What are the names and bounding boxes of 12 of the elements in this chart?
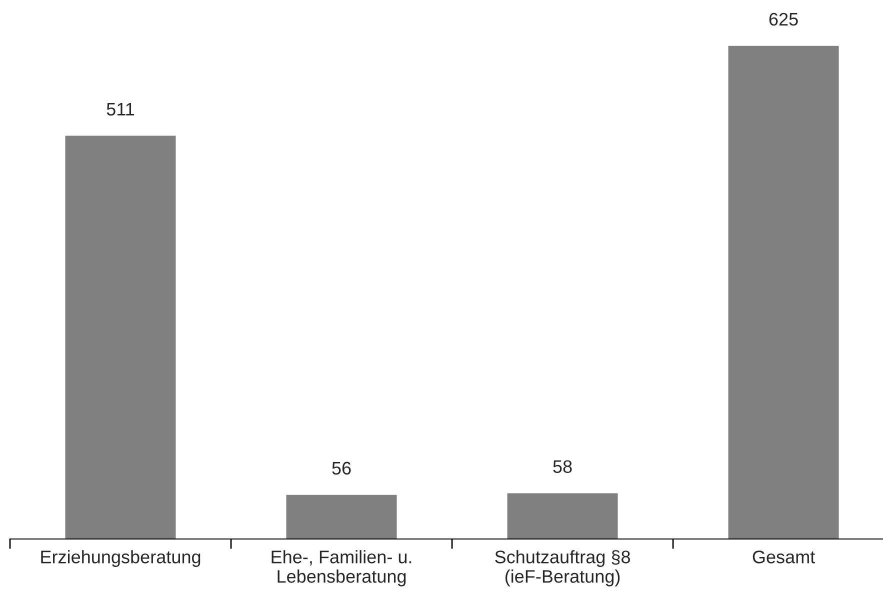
- bar: [507, 493, 618, 539]
- data-label: 56: [332, 462, 351, 475]
- data-label: 625: [769, 12, 798, 26]
- bar: [286, 494, 397, 539]
- bar: [728, 46, 839, 539]
- x-tick-label: Schutzauftrag §8 (ieF-Beratung): [495, 550, 630, 586]
- data-label: 58: [553, 460, 572, 473]
- data-label: 511: [106, 102, 134, 116]
- x-tick-label: Gesamt: [752, 550, 816, 564]
- x-tick-label: Ehe-, Familien- u. Lebensberatung: [272, 550, 412, 586]
- x-tick-label: Erziehungsberatung: [41, 550, 200, 567]
- bar: [65, 136, 176, 539]
